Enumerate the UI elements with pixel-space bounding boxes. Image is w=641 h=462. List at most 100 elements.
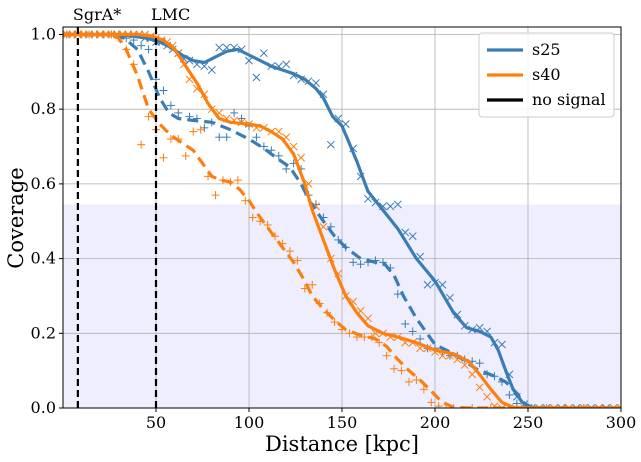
s25-x-marker	[393, 200, 402, 209]
s40-x-marker	[498, 404, 506, 408]
s40-plus-marker	[211, 191, 220, 200]
s25-x-marker	[423, 280, 432, 289]
s40-plus-marker	[166, 135, 175, 144]
s40-x-marker	[468, 370, 477, 379]
s40-plus-marker	[144, 112, 153, 121]
s25-x-marker	[200, 62, 209, 71]
y-tick-label: 0.2	[31, 323, 56, 342]
s25-x-marker	[602, 404, 611, 408]
s25-x-marker	[587, 404, 596, 408]
s25-plus-marker	[174, 108, 183, 117]
s40-plus-marker	[248, 213, 257, 222]
s25-plus-marker	[222, 133, 231, 142]
line-layer	[63, 32, 621, 408]
x-tick-label: 300	[606, 413, 637, 432]
s40-plus-marker	[159, 153, 168, 162]
s40-plus-marker	[189, 127, 198, 136]
s25-plus-marker	[237, 114, 246, 123]
s25-plus-marker	[259, 142, 268, 151]
s25-dashed-line	[63, 32, 621, 408]
legend-label: no signal	[532, 90, 606, 109]
s40-x-marker	[594, 404, 603, 408]
vertical-line-label: SgrA*	[73, 5, 121, 24]
s40-plus-marker	[404, 377, 413, 386]
s25-plus-marker	[356, 260, 365, 269]
s40-plus-marker	[375, 338, 384, 347]
s40-plus-marker	[434, 402, 443, 408]
s25-plus-marker	[349, 258, 358, 267]
y-axis-title: Coverage	[4, 167, 28, 268]
legend-label: s25	[532, 40, 561, 59]
s25-plus-marker	[137, 41, 146, 50]
s25-plus-marker	[230, 108, 239, 117]
y-tick-label: 0.4	[31, 249, 56, 268]
s40-plus-marker	[579, 404, 588, 408]
s40-x-marker	[490, 402, 499, 408]
y-tick-label: 1.0	[31, 24, 56, 43]
x-tick-label: 50	[146, 413, 166, 432]
s40-plus-marker	[293, 256, 302, 265]
s40-x-marker	[579, 404, 588, 408]
s40-x-marker	[564, 404, 573, 408]
s40-solid-line	[63, 32, 621, 408]
s40-plus-marker	[449, 404, 458, 408]
s40-x-marker	[483, 392, 492, 401]
y-tick-label: 0.0	[31, 398, 56, 417]
s40-plus-marker	[263, 220, 272, 229]
x-tick-label: 150	[327, 413, 358, 432]
s40-plus-marker	[561, 404, 570, 408]
s25-plus-marker	[475, 359, 484, 368]
tick-layer: 50 100 150 200 250 300 0.0 0.2 0.4 0.6 0.8 1.0	[31, 24, 637, 432]
s25-x-marker	[207, 66, 216, 74]
s40-x-marker	[617, 404, 621, 408]
s40-plus-marker	[427, 398, 436, 407]
s40-x-marker	[297, 153, 306, 162]
x-tick-label: 100	[234, 413, 265, 432]
s40-plus-marker	[233, 176, 242, 185]
s40-plus-marker	[468, 404, 477, 408]
x-tick-label: 250	[513, 413, 544, 432]
s25-x-marker	[245, 56, 253, 65]
s25-x-marker	[542, 404, 551, 408]
s25-x-marker	[252, 73, 261, 82]
vertical-lines-layer: SgrA* LMC	[73, 5, 190, 408]
s25-plus-marker	[252, 133, 261, 142]
s40-x-marker	[460, 361, 469, 369]
s40-x-marker	[535, 404, 544, 408]
s40-plus-marker	[412, 375, 421, 384]
s40-plus-marker	[330, 318, 339, 327]
s25-plus-marker	[274, 151, 283, 160]
y-tick-label: 0.6	[31, 174, 56, 193]
s25-plus-marker	[144, 45, 153, 54]
s25-plus-marker	[166, 101, 175, 110]
s25-x-marker	[572, 404, 581, 408]
s25-plus-marker	[200, 123, 209, 132]
s40-plus-marker	[419, 385, 428, 394]
legend-label: s40	[532, 65, 561, 84]
s25-x-marker	[408, 232, 417, 241]
s25-plus-marker	[505, 390, 514, 399]
s25-x-marker	[282, 60, 291, 69]
s25-x-marker	[215, 43, 224, 52]
s25-plus-marker	[393, 290, 402, 299]
s40-x-marker	[475, 383, 484, 392]
s25-x-marker	[557, 404, 566, 408]
s25-plus-marker	[408, 327, 417, 336]
s25-plus-marker	[520, 404, 529, 408]
s25-solid-line	[63, 32, 621, 408]
s40-plus-marker	[196, 125, 205, 134]
s40-plus-marker	[397, 366, 406, 375]
s40-plus-marker	[486, 404, 495, 408]
y-tick-label: 0.8	[31, 99, 56, 118]
s40-plus-marker	[598, 404, 607, 408]
s40-x-marker	[550, 404, 558, 408]
s40-plus-marker	[382, 351, 391, 360]
s25-plus-marker	[527, 404, 536, 408]
legend-box	[478, 32, 615, 118]
s40-plus-marker	[285, 247, 294, 256]
s25-plus-marker	[334, 235, 343, 244]
s25-x-marker	[386, 202, 395, 211]
s25-x-marker	[259, 49, 268, 58]
x-tick-label: 200	[420, 413, 451, 432]
